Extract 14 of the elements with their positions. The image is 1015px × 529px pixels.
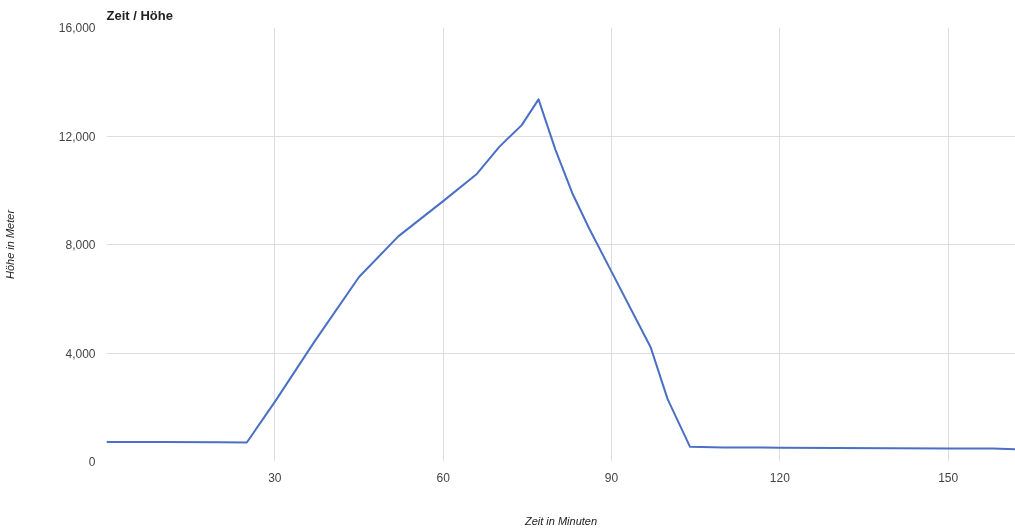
y-axis-title: Höhe in Meter <box>3 208 16 280</box>
chart-title: Zeit / Höhe <box>106 7 173 23</box>
y-tick-label: 12,000 <box>58 129 96 144</box>
x-tick-label: 120 <box>769 470 791 485</box>
y-tick-label: 4,000 <box>65 346 96 361</box>
x-tick-label: 30 <box>268 470 282 485</box>
line-series <box>106 98 1015 451</box>
x-axis-title: Zeit in Minuten <box>523 514 598 527</box>
x-tick-label: 150 <box>938 470 959 485</box>
x-tick-label: 90 <box>604 470 619 485</box>
y-tick-label: 0 <box>88 455 96 469</box>
y-tick-label: 16,000 <box>58 21 96 35</box>
x-tick-label: 60 <box>436 470 451 485</box>
y-tick-label: 8,000 <box>65 238 96 252</box>
